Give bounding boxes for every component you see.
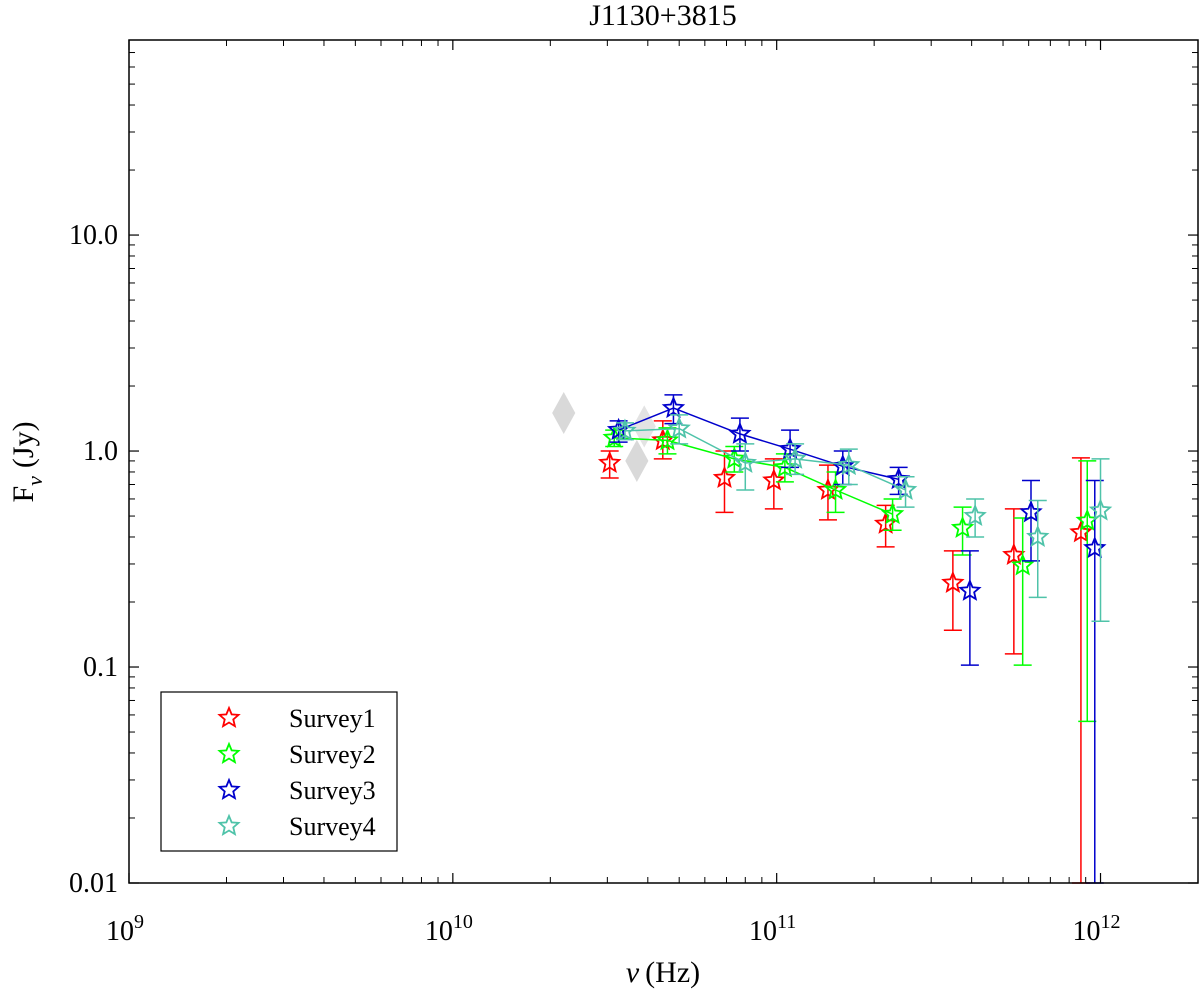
legend-label: Survey3 [289, 776, 376, 805]
data-point-star [728, 421, 752, 444]
x-tick-exponent: 10 [453, 911, 473, 933]
x-tick-base: 10 [749, 916, 777, 947]
legend-label: Survey2 [289, 740, 376, 769]
y-axis-label: Fν (Jy) [7, 421, 47, 502]
data-point-star [597, 450, 622, 474]
data-point-star [733, 450, 758, 474]
chart-title: J1130+3815 [589, 0, 736, 32]
legend-marker [217, 777, 241, 800]
data-point-star [837, 452, 861, 476]
data-point-star [886, 466, 911, 490]
data-point-star [667, 416, 691, 439]
y-axis-label-sub: ν [22, 476, 47, 486]
data-point-star [1002, 542, 1026, 566]
data-point-star [606, 417, 631, 441]
legend-item: Survey4 [217, 812, 376, 841]
data-point-star [773, 455, 797, 478]
data-point-star [958, 578, 982, 601]
legend-item: Survey1 [217, 704, 376, 733]
data-point-star [1026, 524, 1050, 547]
data-point-star [823, 477, 848, 500]
error-bar [1021, 479, 1040, 562]
series-survey2 [602, 425, 1099, 723]
y-tick-label: 10.0 [69, 220, 118, 251]
legend-marker [217, 705, 241, 728]
x-tick-exponent: 9 [134, 911, 144, 933]
data-point-star [941, 570, 965, 593]
series-survey4 [613, 414, 1113, 622]
error-bar [1028, 499, 1047, 599]
error-bar [943, 550, 962, 631]
y-tick-label: 0.01 [69, 868, 118, 899]
series-line [618, 407, 899, 481]
x-axis-label-unit: (Hz) [645, 956, 700, 989]
background-point [632, 405, 656, 448]
background-point [625, 439, 649, 482]
data-point-star [655, 428, 680, 451]
data-point-star [661, 395, 686, 419]
data-point-star [963, 503, 987, 527]
series-line [624, 427, 906, 491]
legend-box [160, 691, 398, 852]
data-point-star [783, 446, 807, 469]
legend-item: Survey3 [217, 776, 376, 805]
x-tick-exponent: 12 [1101, 911, 1121, 933]
x-tick-label: 1010 [425, 911, 473, 947]
svg-text:Fν(Jy): Fν (Jy) [7, 421, 47, 502]
y-axis-label-main: F [7, 486, 40, 503]
legend-item: Survey2 [217, 740, 376, 769]
x-tick-label: 1011 [749, 911, 796, 947]
error-bar [764, 458, 783, 510]
background-point [552, 391, 576, 435]
error-bar [1078, 460, 1097, 723]
data-point-star [1083, 535, 1107, 559]
error-bar [1091, 458, 1110, 622]
x-tick-label: 109 [106, 911, 144, 947]
error-bar [953, 506, 972, 556]
data-point-star [613, 418, 637, 441]
legend-label: Survey1 [289, 704, 376, 733]
x-tick-base: 10 [106, 916, 134, 947]
data-point-star [1010, 553, 1035, 576]
y-tick-label: 1.0 [83, 436, 118, 467]
data-point-star [880, 501, 905, 525]
plot-frame [128, 39, 1199, 884]
legend-marker [217, 741, 241, 764]
x-tick-label: 1012 [1073, 911, 1121, 947]
legend: Survey1 Survey2 Survey3 Survey4 [160, 691, 398, 852]
data-point-star [712, 465, 737, 489]
data-point-star [722, 446, 747, 469]
legend-label: Survey4 [289, 812, 376, 841]
y-tick-label: 0.1 [83, 652, 118, 683]
data-point-star [762, 468, 786, 491]
x-tick-base: 10 [1073, 916, 1101, 947]
series-line [614, 437, 893, 515]
legend-marker [217, 813, 241, 836]
data-point-star [1088, 498, 1113, 521]
data-point-star [1069, 520, 1093, 543]
x-tick-exponent: 11 [777, 911, 796, 933]
error-bar [960, 550, 979, 666]
x-axis-label: ν (Hz) [626, 956, 700, 989]
error-bar [818, 464, 837, 521]
x-axis-label-symbol: ν [626, 956, 640, 989]
x-tick-base: 10 [425, 916, 453, 947]
y-axis-label-unit: (Jy) [7, 421, 40, 468]
data-point-star [778, 436, 802, 460]
data-point-star [893, 477, 918, 500]
